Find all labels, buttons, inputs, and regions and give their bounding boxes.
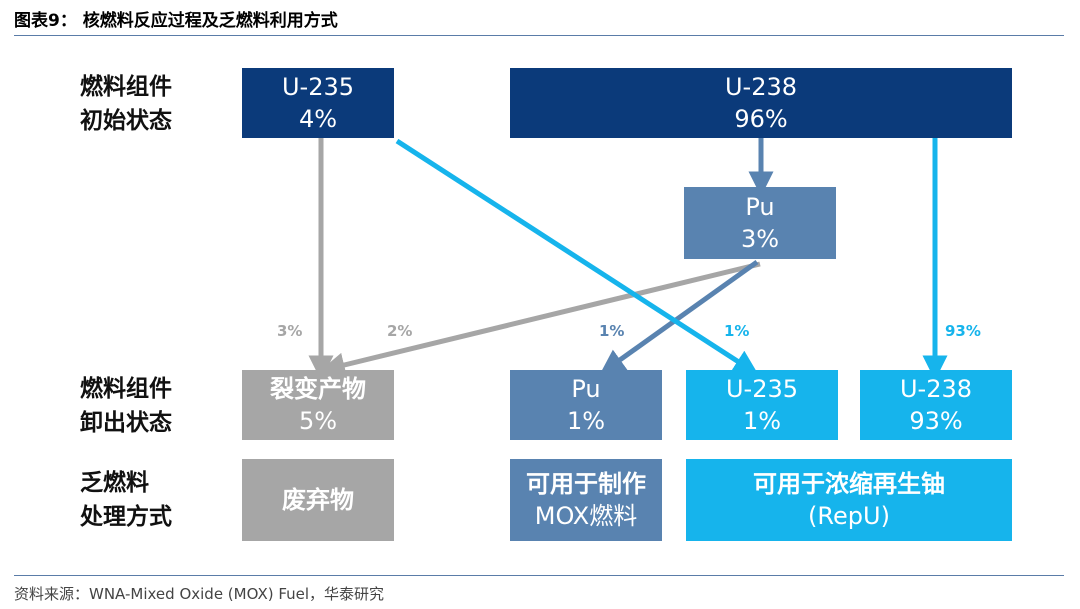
box-pu-intermediate: Pu 3% (684, 187, 836, 259)
arrow-pu-to-fission (319, 261, 761, 378)
box-pu-intermediate-name: Pu (745, 193, 775, 221)
row-label-initial-line2: 初始状态 (80, 108, 172, 134)
flow-label-u238-u238: 93% (945, 322, 981, 340)
box-pu-intermediate-value: 3% (740, 225, 780, 253)
source-note: 资料来源：WNA-Mixed Oxide (MOX) Fuel，华泰研究 (14, 585, 385, 603)
box-repu: 可用于浓缩再生铀 (RepU) (686, 459, 1012, 541)
box-u238-unloaded-name: U-238 (899, 375, 973, 403)
row-label-spent-line2: 处理方式 (80, 504, 172, 530)
row-label-unloaded-line1: 燃料组件 (80, 376, 172, 402)
flow-label-u235-u235: 1% (724, 322, 750, 340)
box-mox-line1: 可用于制作 (526, 470, 646, 498)
figure-title: 图表9： 核燃料反应过程及乏燃料利用方式 (14, 11, 338, 31)
arrow-pu-to-pu (599, 259, 759, 375)
arrow-u235-to-u235 (395, 138, 759, 375)
box-u238-initial-value: 96% (734, 105, 788, 133)
box-u235-unloaded: U-235 1% (686, 370, 838, 440)
box-pu-unloaded-name: Pu (571, 375, 601, 403)
box-u235-initial-value: 4% (298, 105, 338, 133)
box-fission-products: 裂变产物 5% (242, 370, 394, 440)
box-u238-initial: U-238 96% (510, 68, 1012, 138)
box-pu-unloaded: Pu 1% (510, 370, 662, 440)
footer-divider (14, 575, 1064, 576)
row-label-initial: 燃料组件 初始状态 (80, 70, 172, 138)
box-pu-unloaded-value: 1% (566, 407, 606, 435)
box-u238-unloaded-value: 93% (909, 407, 963, 435)
row-label-unloaded: 燃料组件 卸出状态 (80, 372, 172, 440)
box-fission-products-name: 裂变产物 (270, 375, 366, 403)
box-fission-products-value: 5% (298, 407, 338, 435)
box-repu-line1: 可用于浓缩再生铀 (753, 470, 945, 498)
box-repu-line2: (RepU) (808, 502, 890, 530)
box-waste-text: 废弃物 (282, 486, 354, 514)
row-label-spent: 乏燃料 处理方式 (80, 466, 172, 534)
box-u235-initial: U-235 4% (242, 68, 394, 138)
box-u235-unloaded-name: U-235 (725, 375, 799, 403)
box-u238-initial-name: U-238 (724, 73, 798, 101)
box-u235-unloaded-value: 1% (742, 407, 782, 435)
flow-label-u235-fission: 3% (277, 322, 303, 340)
title-divider (14, 35, 1064, 36)
box-mox: 可用于制作 MOX燃料 (510, 459, 662, 541)
box-mox-line2: MOX燃料 (534, 502, 638, 530)
box-waste: 废弃物 (242, 459, 394, 541)
box-u235-initial-name: U-235 (281, 73, 355, 101)
flow-label-pu-pu: 1% (599, 322, 625, 340)
row-label-unloaded-line2: 卸出状态 (80, 410, 172, 436)
row-label-initial-line1: 燃料组件 (80, 74, 172, 100)
row-label-spent-line1: 乏燃料 (80, 470, 149, 496)
box-u238-unloaded: U-238 93% (860, 370, 1012, 440)
flow-label-pu-fission: 2% (387, 322, 413, 340)
